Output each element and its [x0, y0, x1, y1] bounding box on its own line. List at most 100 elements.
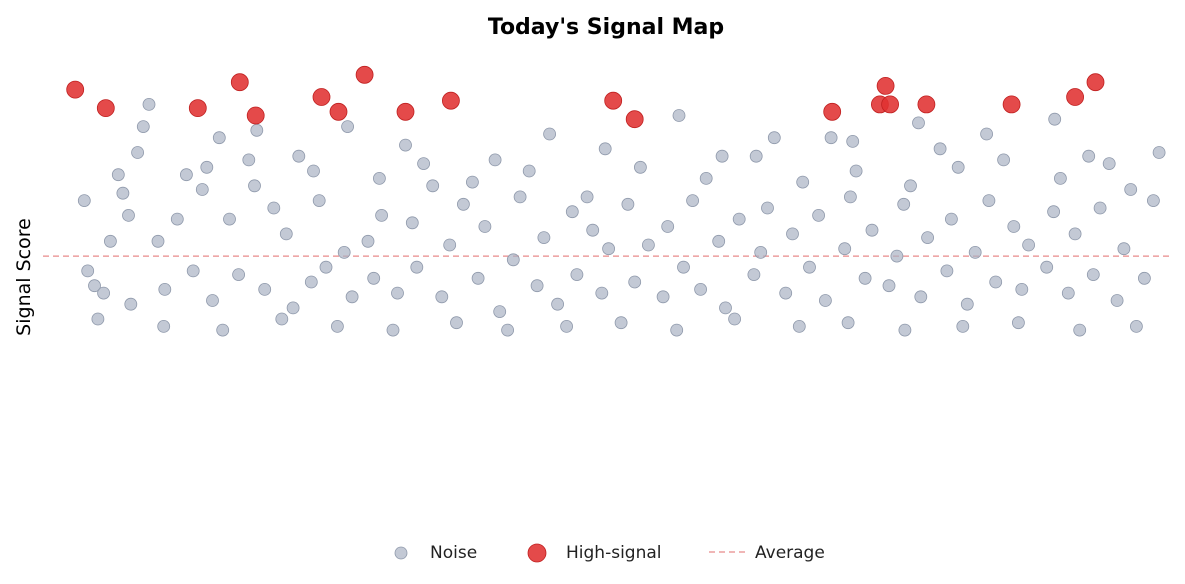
- high-signal-point: [876, 77, 895, 95]
- noise-point: [824, 131, 838, 145]
- noise-point: [754, 245, 768, 259]
- noise-point: [142, 98, 156, 111]
- legend: Noise High-signal Average: [394, 543, 825, 563]
- high-signal-point: [355, 65, 374, 84]
- noise-point: [819, 294, 832, 307]
- noise-point: [1015, 282, 1029, 296]
- noise-point: [410, 260, 424, 274]
- noise-point: [602, 242, 615, 256]
- noise-point: [890, 249, 904, 263]
- high-signal-point: [625, 110, 644, 129]
- noise-point: [267, 201, 281, 215]
- high-signal-point: [441, 91, 460, 110]
- noise-point: [565, 205, 579, 219]
- high-signal-point: [917, 95, 936, 114]
- noise-point: [391, 286, 404, 300]
- noise-point: [81, 264, 95, 278]
- noise-point: [417, 157, 431, 171]
- noise-point: [982, 194, 996, 208]
- noise-point: [732, 212, 746, 226]
- noise-point: [88, 279, 101, 293]
- noise-point: [914, 290, 928, 304]
- noise-point: [223, 212, 236, 226]
- noise-point: [904, 179, 917, 193]
- noise-point: [212, 131, 226, 145]
- noise-point: [747, 268, 761, 282]
- noise-point: [1102, 157, 1116, 171]
- noise-point: [1073, 323, 1087, 337]
- noise-point: [634, 160, 647, 174]
- noise-point: [656, 290, 670, 304]
- high-signal-point: [823, 102, 842, 121]
- noise-point: [1130, 319, 1143, 333]
- noise-point: [712, 234, 726, 248]
- noise-point: [250, 123, 264, 137]
- noise-point: [330, 319, 344, 333]
- noise-point: [206, 294, 219, 307]
- noise-point: [767, 131, 781, 145]
- noise-point: [1022, 238, 1035, 252]
- noise-point: [537, 231, 551, 245]
- noise-point: [319, 260, 333, 274]
- noise-point: [933, 142, 947, 156]
- noise-point: [275, 312, 289, 326]
- noise-point: [1110, 294, 1124, 307]
- noise-point: [337, 245, 351, 259]
- noise-point: [803, 260, 816, 274]
- noise-point: [960, 297, 974, 311]
- noise-point: [1124, 183, 1138, 196]
- noise-point: [131, 146, 145, 159]
- high-signal-point: [1002, 95, 1021, 114]
- noise-point: [951, 160, 965, 174]
- noise-point: [1054, 171, 1067, 185]
- noise-point: [304, 275, 318, 289]
- high-signal-point: [396, 102, 415, 121]
- noise-point: [530, 279, 544, 293]
- noise-point: [456, 197, 470, 211]
- noise-point: [1093, 201, 1107, 215]
- noise-point: [1138, 271, 1151, 285]
- noise-point: [997, 153, 1010, 167]
- noise-point: [1012, 316, 1025, 330]
- noise-point: [522, 164, 536, 178]
- noise-point: [471, 271, 485, 285]
- noise-point: [672, 109, 686, 122]
- noise-point: [170, 212, 184, 226]
- noise-point: [898, 323, 912, 337]
- noise-point: [292, 149, 306, 163]
- noise-point: [865, 223, 879, 237]
- noise-point: [122, 208, 135, 222]
- noise-point: [551, 297, 564, 311]
- noise-point: [158, 282, 172, 296]
- noise-point: [341, 120, 355, 133]
- noise-point: [111, 168, 125, 182]
- noise-point: [258, 282, 272, 296]
- noise-point: [812, 208, 825, 222]
- noise-point: [560, 319, 573, 333]
- high-signal-point: [66, 80, 85, 99]
- noise-point: [488, 153, 502, 167]
- noise-point: [621, 197, 635, 211]
- high-signal-point: [329, 102, 348, 121]
- noise-point: [642, 238, 655, 252]
- noise-point: [989, 275, 1003, 289]
- noise-point: [307, 164, 320, 178]
- noise-point: [796, 175, 810, 189]
- noise-point: [157, 319, 171, 333]
- noise-point: [435, 290, 449, 304]
- noise-point: [968, 245, 982, 259]
- noise-point: [1047, 205, 1060, 219]
- noise-point: [728, 312, 741, 326]
- high-signal-point: [312, 88, 331, 106]
- high-signal-point: [230, 73, 249, 92]
- noise-point: [846, 134, 860, 148]
- noise-point: [116, 186, 130, 200]
- noise-point: [838, 242, 852, 256]
- noise-point: [124, 297, 138, 311]
- noise-point: [195, 183, 209, 196]
- high-signal-series: [66, 65, 1105, 129]
- noise-point: [1152, 146, 1166, 159]
- noise-point: [1086, 268, 1100, 282]
- noise-point: [980, 127, 993, 141]
